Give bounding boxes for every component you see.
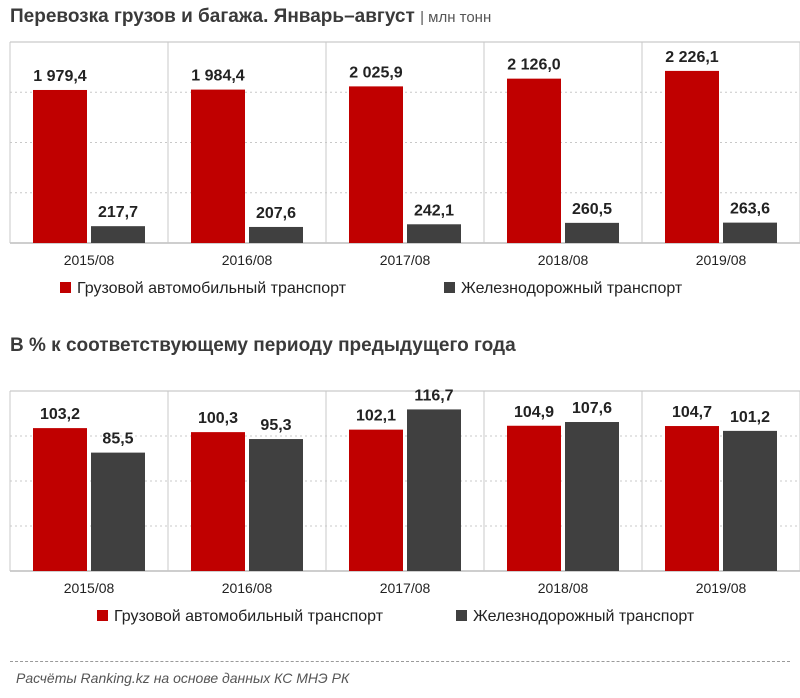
chart1-x-tick-label: 2017/08 <box>380 252 431 268</box>
chart2-legend-label: Железнодорожный транспорт <box>473 608 695 625</box>
chart2-title: В % к соответствующему периоду предыдуще… <box>10 335 516 356</box>
chart1-x-tick-label: 2016/08 <box>222 252 273 268</box>
chart1: 1 979,4 217,7 2015/08 1 984,4 207,6 2016/08 2 … <box>9 41 800 297</box>
chart1-legend-swatch <box>444 282 455 293</box>
chart2-data-label: 102,1 <box>356 408 396 425</box>
chart1-data-label: 217,7 <box>98 204 138 221</box>
chart1-data-label: 207,6 <box>256 205 296 222</box>
chart2-bar-rail <box>91 452 145 571</box>
chart1-title: Перевозка грузов и багажа. Январь–август… <box>10 6 491 28</box>
chart2-bar-road <box>507 425 561 571</box>
chart1-bar-road <box>191 89 245 244</box>
chart2-bar-rail <box>249 439 303 571</box>
footer-divider <box>10 661 790 662</box>
chart2-data-label: 85,5 <box>102 431 133 448</box>
chart2-x-tick-label: 2018/08 <box>538 580 589 596</box>
chart1-x-tick-label: 2019/08 <box>696 252 747 268</box>
chart1-bar-road <box>33 89 87 243</box>
chart1-data-label: 242,1 <box>414 202 454 219</box>
chart1-bar-rail <box>565 222 619 243</box>
chart1-title-text: Перевозка грузов и багажа. Январь–август <box>10 6 415 27</box>
chart1-legend-swatch <box>60 282 71 293</box>
chart2-legend-swatch <box>97 610 108 621</box>
chart1-data-label: 263,6 <box>730 201 770 218</box>
chart2-bar-rail <box>407 409 461 571</box>
chart2-data-label: 95,3 <box>260 417 291 434</box>
chart2-x-tick-label: 2019/08 <box>696 580 747 596</box>
chart1-data-label: 1 984,4 <box>191 68 244 85</box>
chart2-bar-road <box>191 432 245 571</box>
chart1-bar-road <box>349 86 403 243</box>
chart2-data-label: 107,6 <box>572 400 612 417</box>
chart2-bar-road <box>33 428 87 571</box>
chart1-x-tick-label: 2018/08 <box>538 252 589 268</box>
chart1-data-label: 2 025,9 <box>349 64 402 81</box>
chart2-bar-rail <box>723 430 777 571</box>
chart2-x-tick-label: 2015/08 <box>64 580 115 596</box>
chart2-bar-rail <box>565 422 619 571</box>
chart1-bar-rail <box>407 224 461 243</box>
chart2-bar-road <box>665 426 719 571</box>
chart2-data-label: 104,9 <box>514 404 554 421</box>
chart1-unit: | млн тонн <box>420 9 492 26</box>
chart1-bar-rail <box>91 226 145 243</box>
chart2: 103,2 85,5 2015/08 100,3 95,3 2016/08 102,1 116… <box>9 387 800 625</box>
chart1-legend-label: Грузовой автомобильный транспорт <box>77 280 347 297</box>
chart1-legend-label: Железнодорожный транспорт <box>461 280 683 297</box>
chart1-data-label: 2 226,1 <box>665 49 718 66</box>
chart2-data-label: 104,7 <box>672 404 712 421</box>
chart2-legend-swatch <box>456 610 467 621</box>
chart2-x-tick-label: 2017/08 <box>380 580 431 596</box>
chart2-legend-label: Грузовой автомобильный транспорт <box>114 608 384 625</box>
chart2-x-tick-label: 2016/08 <box>222 580 273 596</box>
chart1-x-tick-label: 2015/08 <box>64 252 115 268</box>
chart1-data-label: 1 979,4 <box>33 68 86 85</box>
chart2-data-label: 101,2 <box>730 409 770 426</box>
chart1-bar-road <box>665 70 719 243</box>
chart1-bar-road <box>507 78 561 243</box>
chart1-bar-rail <box>249 226 303 243</box>
chart2-data-label: 103,2 <box>40 406 80 423</box>
chart2-data-label: 116,7 <box>414 387 453 404</box>
chart1-data-label: 2 126,0 <box>507 57 560 74</box>
chart2-bar-road <box>349 429 403 571</box>
chart1-data-label: 260,5 <box>572 201 612 218</box>
chart2-data-label: 100,3 <box>198 410 238 427</box>
source-note: Расчёты Ranking.kz на основе данных КС М… <box>16 670 350 686</box>
chart1-bar-rail <box>723 222 777 243</box>
